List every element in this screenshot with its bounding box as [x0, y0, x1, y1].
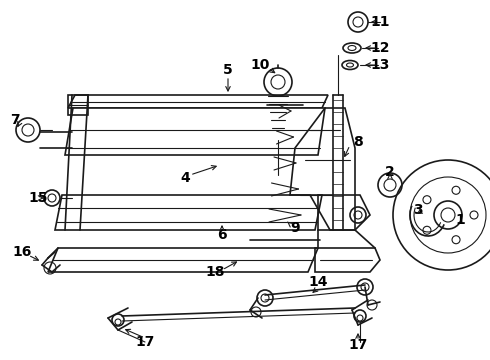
Text: 15: 15 [28, 191, 48, 205]
Text: 8: 8 [353, 135, 363, 149]
Text: 17: 17 [348, 338, 368, 352]
Text: 6: 6 [217, 228, 227, 242]
Text: 5: 5 [223, 63, 233, 77]
Text: 4: 4 [180, 171, 190, 185]
Text: 12: 12 [370, 41, 390, 55]
Text: 17: 17 [135, 335, 155, 349]
Text: 9: 9 [290, 221, 300, 235]
Text: 7: 7 [10, 113, 20, 127]
Text: 2: 2 [385, 165, 395, 179]
Text: 1: 1 [455, 213, 465, 227]
Text: 16: 16 [12, 245, 32, 259]
Polygon shape [65, 108, 325, 155]
Text: 13: 13 [370, 58, 390, 72]
Text: 10: 10 [250, 58, 270, 72]
Text: 3: 3 [413, 203, 423, 217]
Text: 14: 14 [308, 275, 328, 289]
Text: 18: 18 [205, 265, 225, 279]
Text: 11: 11 [370, 15, 390, 29]
